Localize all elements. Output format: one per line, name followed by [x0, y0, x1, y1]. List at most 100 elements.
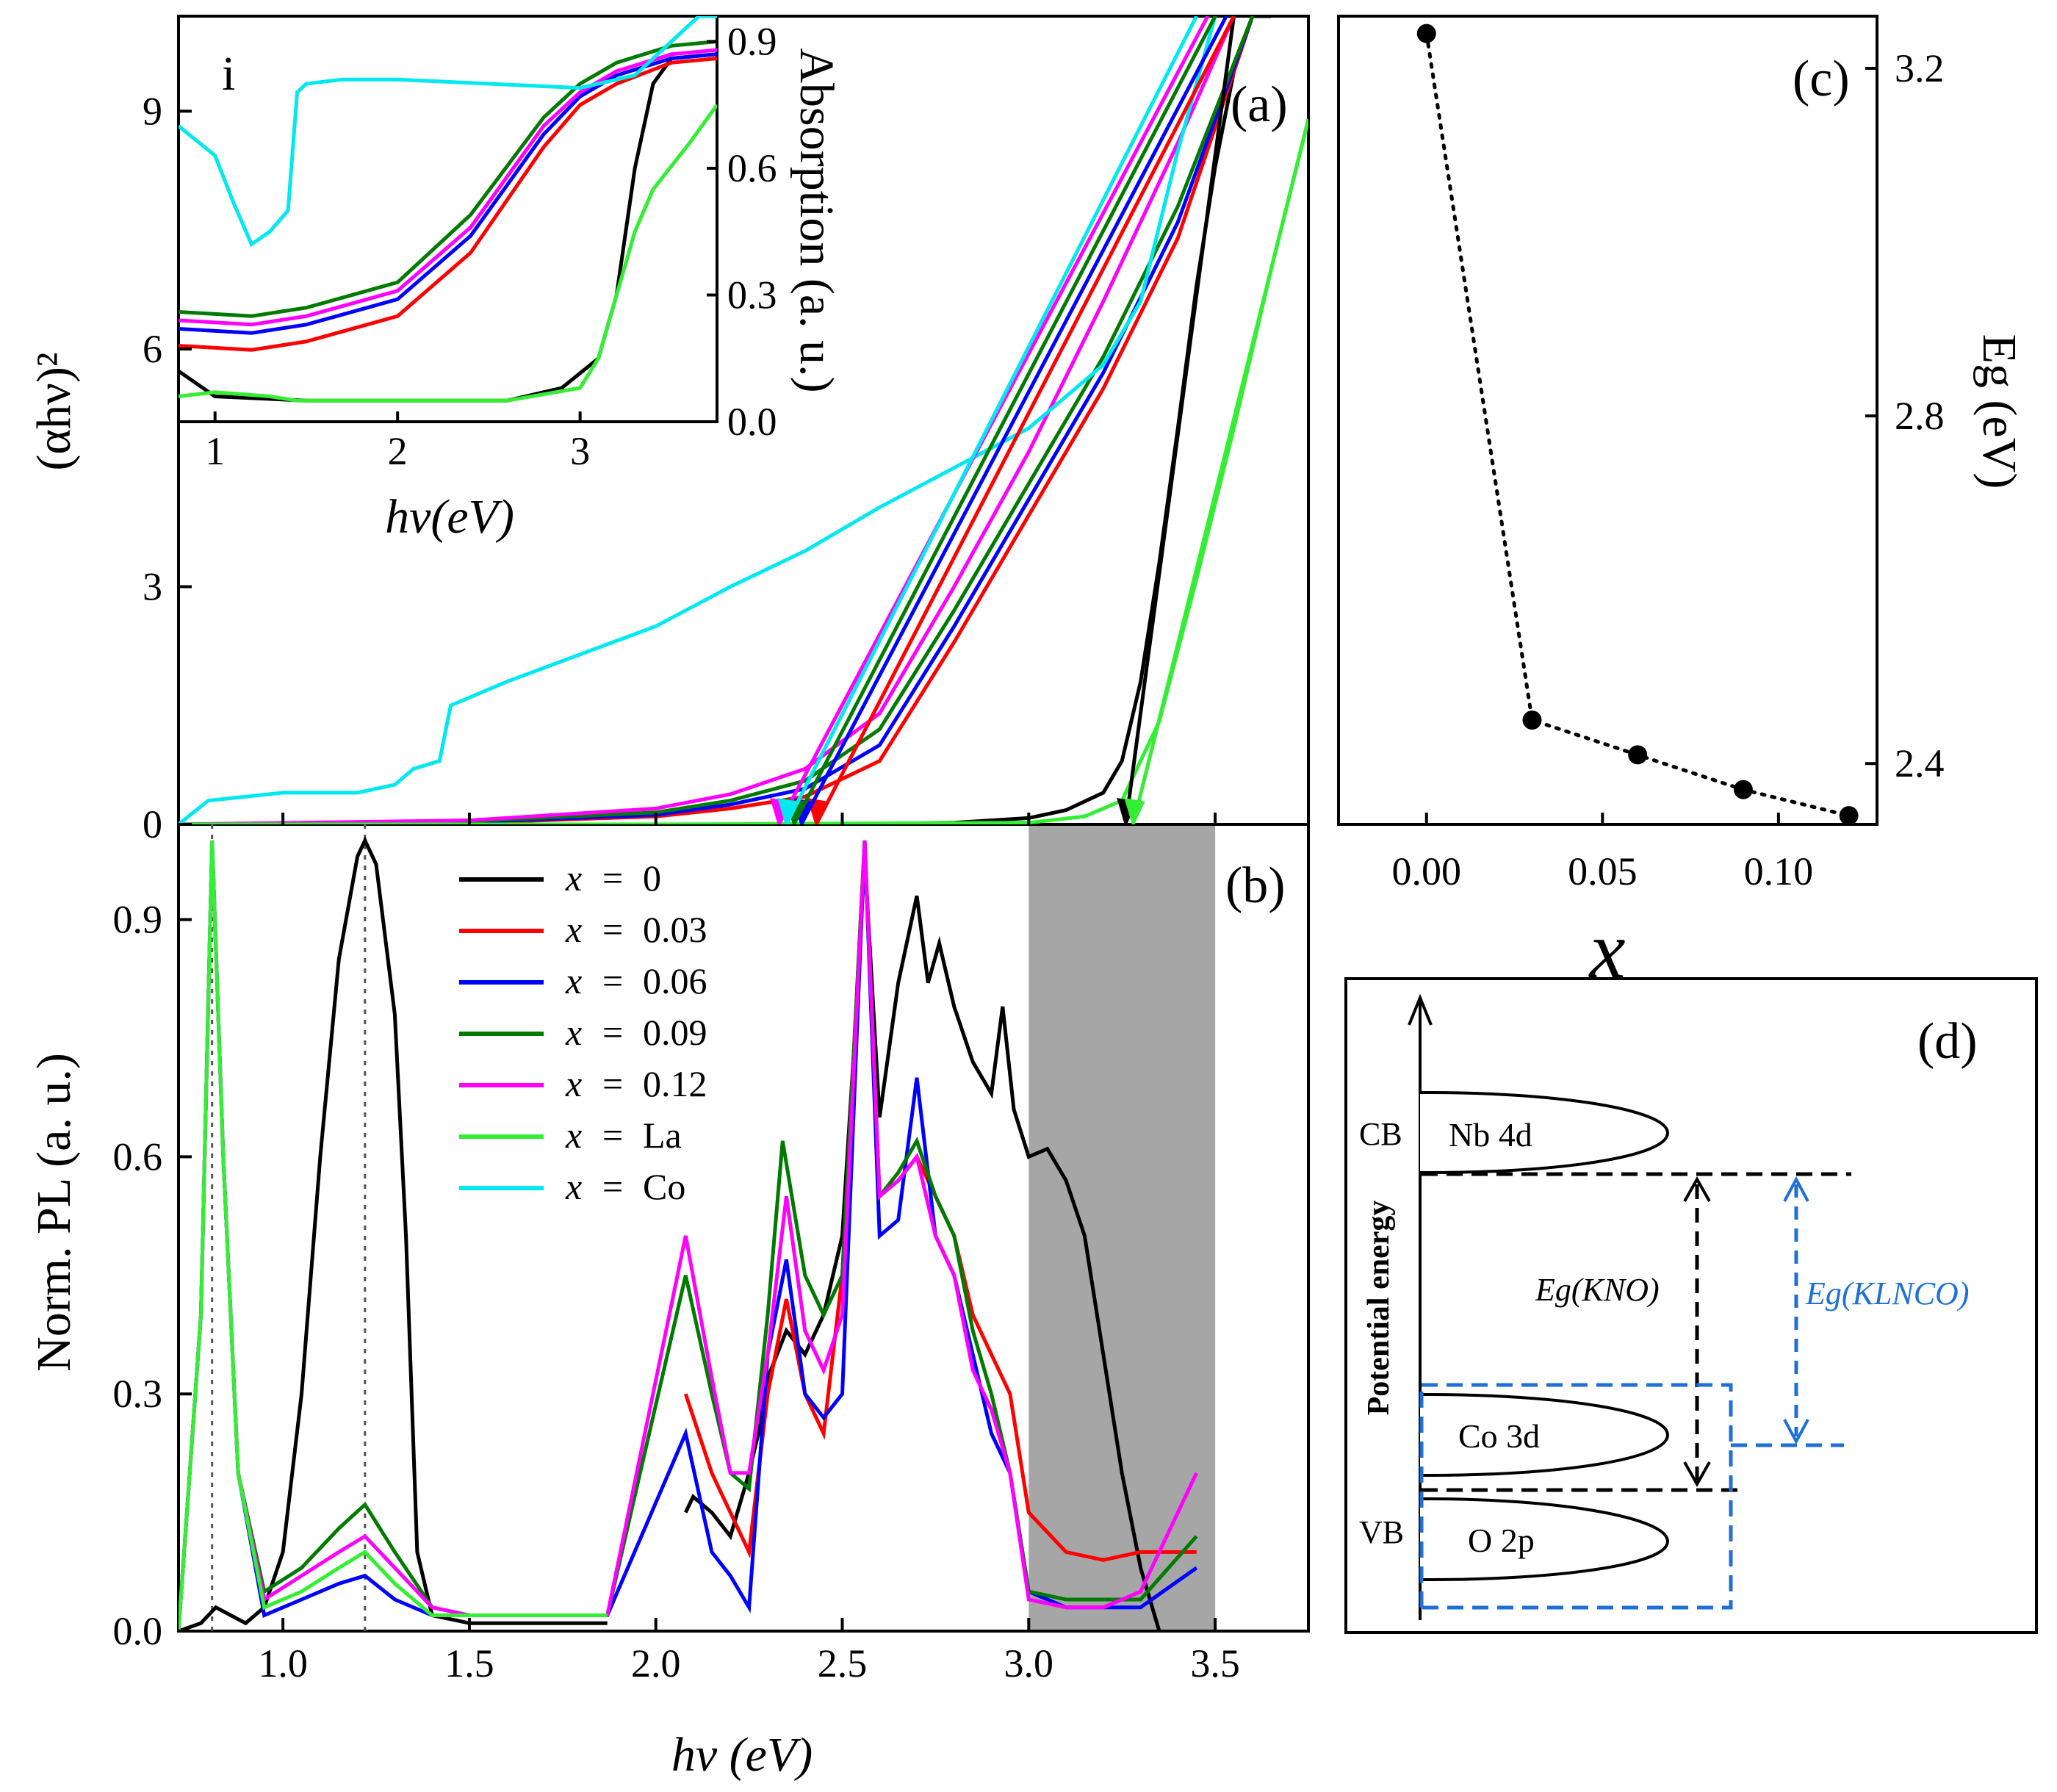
b-xtick-label: 3.0	[1004, 1641, 1054, 1685]
inset-series-line	[179, 57, 717, 352]
c-ytick-label: 2.4	[1895, 741, 1945, 785]
co-band-label: Co 3d	[1458, 1417, 1540, 1455]
klnco-arrow-bottom-icon	[1783, 1419, 1809, 1445]
inset-series-line	[179, 40, 717, 318]
a-ytick-label: 6	[143, 327, 162, 371]
b-ytick-label: 0.9	[113, 898, 163, 942]
legend-x: x	[565, 1063, 582, 1104]
shaded-region	[1028, 824, 1216, 1631]
legend-x: x	[565, 909, 582, 950]
legend-eq: =	[602, 1063, 623, 1104]
legend-value: 0.03	[643, 909, 707, 950]
nb-band	[1420, 1091, 1670, 1174]
tangent-arrow-icon	[1124, 798, 1145, 824]
inset-axes: 1 2 3 0.0 0.3 0.6 0.9	[205, 20, 777, 474]
eg-point	[1628, 745, 1648, 765]
c-xtick-label: 0.00	[1392, 849, 1462, 893]
nb-band-label: Nb 4d	[1449, 1116, 1532, 1154]
panel-a-label: (a)	[1231, 76, 1288, 133]
pl-series	[179, 840, 608, 1631]
c-ytick-label: 3.2	[1895, 46, 1945, 90]
legend-eq: =	[602, 960, 623, 1001]
legend-value: 0.06	[643, 960, 707, 1001]
pl-series	[179, 840, 1198, 1631]
vb-label: VB	[1359, 1514, 1404, 1550]
legend-value: 0.09	[643, 1012, 707, 1053]
tangent-line	[785, 16, 1198, 824]
a-ytick-label: 0	[143, 802, 162, 846]
kno-arrow-top-icon	[1683, 1176, 1711, 1202]
series-x0.12	[179, 16, 1236, 824]
c-xtick-label: 0.10	[1744, 849, 1814, 893]
panel-b-xlabel: hν (eV)	[671, 1728, 813, 1782]
eg-point	[1733, 780, 1753, 799]
panel-c-plot: 0.00 0.05 0.10 2.4 2.8 3.2	[1392, 24, 1945, 893]
b-xtick-label: 2.5	[818, 1641, 868, 1685]
legend-eq: =	[602, 1166, 623, 1207]
b-xtick-label: 1.5	[444, 1641, 494, 1685]
co-band	[1420, 1393, 1670, 1477]
eg-kno-label: Eg(KNO)	[1535, 1272, 1660, 1308]
tangent-line	[799, 16, 1228, 824]
tangent-arrow-icon	[777, 798, 799, 824]
inset-xtick-label: 2	[388, 429, 408, 473]
b-xtick-label: 1.0	[258, 1641, 308, 1685]
pl-series	[179, 840, 1198, 1631]
b-ytick-label: 0.6	[113, 1134, 163, 1179]
panel-b-ylabel: Norm. PL (a. u.)	[27, 1053, 81, 1372]
panel-b-series	[179, 836, 1198, 1631]
panel-a-tangents	[770, 16, 1308, 824]
legend: x = 0 x = 0.03 x = 0.06 x = 0.09 x = 0.12 x = La x = Co	[459, 857, 707, 1207]
a-ytick-label: 3	[143, 564, 162, 608]
inset-xtick-label: 3	[570, 429, 590, 473]
panel-c-label: (c)	[1793, 51, 1850, 107]
inset-series-line	[179, 104, 717, 403]
cb-label: CB	[1359, 1116, 1402, 1152]
panel-d-label: (d)	[1917, 1013, 1978, 1070]
tangent-line	[1131, 118, 1308, 824]
arrow-head-icon	[1408, 993, 1433, 1026]
eg-point	[1416, 24, 1436, 43]
b-ytick-label: 0.3	[113, 1372, 163, 1416]
legend-eq: =	[602, 909, 623, 950]
panel-d: (d) Potential energy CB VB Nb 4d Co 3d O…	[1344, 977, 2038, 1634]
legend-eq: =	[602, 1115, 623, 1156]
legend-x: x	[565, 1166, 582, 1207]
eg-klnco-label: Eg(KLNCO)	[1805, 1275, 1969, 1311]
inset-xlabel: hν(eV)	[385, 490, 514, 544]
legend-x: x	[565, 1115, 582, 1156]
eg-point	[1839, 806, 1859, 826]
c-xtick-label: 0.05	[1568, 849, 1638, 893]
tangent-line	[814, 16, 1236, 824]
panel-a-series	[179, 16, 1308, 824]
o-band-label: O 2p	[1468, 1522, 1535, 1559]
tangent-arrow-icon	[807, 798, 829, 824]
klnco-box	[1419, 1383, 1733, 1610]
panel-a-ylabel: (αhν)²	[27, 352, 81, 470]
inset-ytick-label: 0.6	[727, 146, 777, 190]
kno-arrow-bottom-icon	[1683, 1461, 1711, 1488]
axis-label: Potential energy	[1362, 1201, 1396, 1416]
legend-x: x	[565, 960, 582, 1001]
eg-point	[1522, 710, 1542, 730]
b-xtick-label: 3.5	[1190, 1641, 1240, 1685]
tangent-line	[792, 16, 1217, 824]
c-ytick-label: 2.8	[1895, 394, 1945, 438]
panel-ab-axes: 0 3 6 9 0.0 0.3 0.6 0.9 1.0 1.5 2.0 2.5 3.0 3.5	[113, 89, 1240, 1685]
inset-ytick-label: 0.9	[727, 20, 777, 64]
legend-value: La	[643, 1115, 682, 1156]
pl-series	[179, 836, 608, 1631]
pl-series	[684, 856, 1161, 1631]
legend-x: x	[565, 1012, 582, 1053]
series-x0.09	[179, 16, 1255, 824]
panel-c-ylabel: Eg (eV)	[1973, 334, 2026, 489]
inset-series-line	[179, 16, 717, 248]
inset-label: i	[222, 47, 235, 101]
a-ytick-label: 9	[143, 89, 162, 133]
legend-eq: =	[602, 857, 623, 899]
inset-series-line	[179, 48, 717, 327]
legend-value: 0	[643, 857, 661, 899]
legend-eq: =	[602, 1012, 623, 1053]
b-ytick-label: 0.0	[113, 1609, 163, 1653]
